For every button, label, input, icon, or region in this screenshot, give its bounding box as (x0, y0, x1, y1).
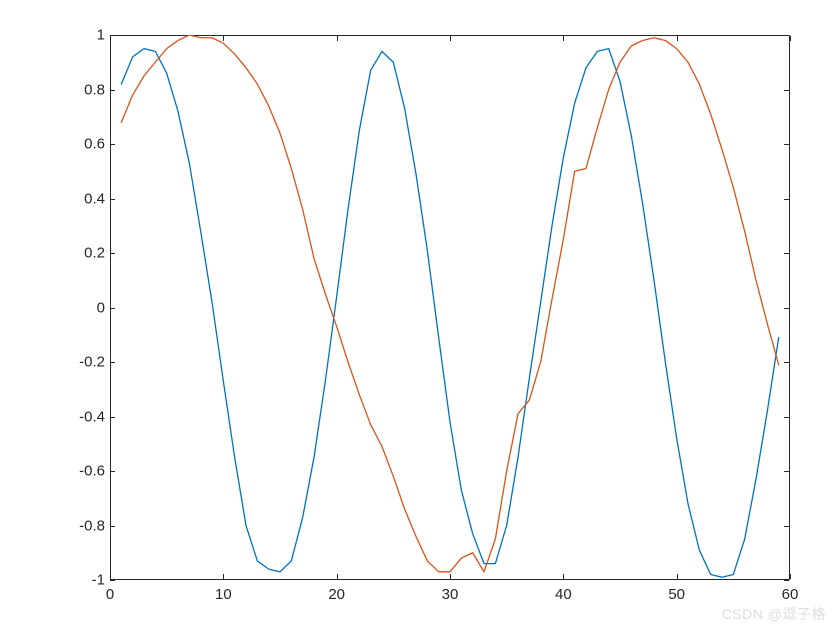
y-tick-label: 0.2 (55, 245, 105, 262)
x-tick (563, 574, 564, 579)
y-tick (784, 308, 789, 309)
x-tick (677, 36, 678, 41)
x-tick-label: 0 (106, 586, 114, 603)
x-tick (223, 574, 224, 579)
y-tick (784, 90, 789, 91)
y-tick-label: 0.8 (55, 81, 105, 98)
x-tick (110, 36, 111, 41)
y-tick (784, 35, 789, 36)
y-tick (110, 417, 115, 418)
y-tick (110, 471, 115, 472)
y-tick (784, 253, 789, 254)
y-tick (784, 144, 789, 145)
x-tick-label: 10 (215, 586, 232, 603)
y-tick-label: -0.8 (55, 517, 105, 534)
y-tick (110, 90, 115, 91)
y-tick-label: 1 (55, 27, 105, 44)
x-tick (677, 574, 678, 579)
x-tick (563, 36, 564, 41)
x-tick (337, 574, 338, 579)
series-line-0 (121, 49, 778, 578)
x-tick (450, 36, 451, 41)
x-tick (110, 574, 111, 579)
x-tick-label: 30 (442, 586, 459, 603)
y-tick (784, 417, 789, 418)
y-tick-label: 0.6 (55, 136, 105, 153)
y-tick-label: -1 (55, 572, 105, 589)
x-tick-label: 60 (782, 586, 799, 603)
y-tick (110, 526, 115, 527)
x-tick (790, 36, 791, 41)
y-tick-label: 0 (55, 299, 105, 316)
y-tick (110, 253, 115, 254)
y-tick-label: -0.4 (55, 408, 105, 425)
y-tick (110, 199, 115, 200)
y-tick-label: -0.6 (55, 463, 105, 480)
x-tick-label: 40 (555, 586, 572, 603)
series-line-1 (121, 35, 778, 572)
line-chart: -1-0.8-0.6-0.4-0.200.20.40.60.8101020304… (0, 0, 840, 630)
x-tick (450, 574, 451, 579)
x-tick (337, 36, 338, 41)
y-tick (110, 580, 115, 581)
y-tick (784, 199, 789, 200)
y-tick-label: 0.4 (55, 190, 105, 207)
y-tick (784, 362, 789, 363)
x-tick-label: 20 (328, 586, 345, 603)
y-tick-label: -0.2 (55, 354, 105, 371)
y-tick (784, 526, 789, 527)
y-tick (110, 362, 115, 363)
chart-lines (110, 35, 790, 580)
x-tick-label: 50 (668, 586, 685, 603)
y-tick (784, 580, 789, 581)
y-tick (110, 144, 115, 145)
y-tick (110, 308, 115, 309)
y-tick (784, 471, 789, 472)
x-tick (790, 574, 791, 579)
x-tick (223, 36, 224, 41)
watermark-text: CSDN @逗子格 (722, 604, 826, 624)
